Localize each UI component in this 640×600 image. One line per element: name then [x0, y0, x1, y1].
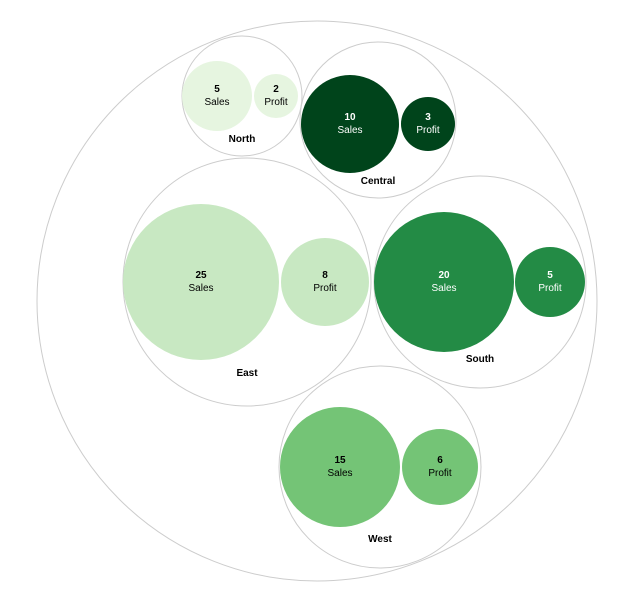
value-label-south-profit: 5	[547, 270, 553, 281]
value-label-central-sales: 10	[344, 112, 356, 123]
group-central: 10 Sales 3 Profit Central	[299, 41, 457, 199]
metric-label-south-profit: Profit	[538, 283, 562, 294]
metric-label-north-sales: Sales	[204, 97, 229, 108]
metric-label-east-profit: Profit	[313, 283, 337, 294]
groups-layer: 5Sales2ProfitNorth10Sales3ProfitCentral2…	[122, 35, 587, 569]
bubble-central-profit	[401, 97, 455, 151]
bubble-east-sales	[123, 204, 279, 360]
value-label-west-profit: 6	[437, 455, 443, 466]
group-outline-west	[278, 365, 482, 569]
group-label-central: Central	[361, 176, 396, 187]
bubble-south-profit	[515, 247, 585, 317]
group-outline-central	[299, 41, 457, 199]
metric-label-west-sales: Sales	[327, 468, 352, 479]
value-label-central-profit: 3	[425, 112, 431, 123]
group-south: 20 Sales 5 Profit South	[373, 175, 587, 389]
bubble-south-sales	[374, 212, 514, 352]
bubble-west-profit	[402, 429, 478, 505]
group-west: 15 Sales 6 Profit West	[278, 365, 482, 569]
bubble-central-sales	[301, 75, 399, 173]
group-label-west: West	[368, 534, 392, 545]
group-label-south: South	[466, 354, 494, 365]
group-label-east: East	[236, 368, 258, 379]
metric-label-east-sales: Sales	[188, 283, 213, 294]
value-label-south-sales: 20	[438, 270, 450, 281]
group-east: 25 Sales 8 Profit East	[122, 157, 372, 407]
metric-label-central-profit: Profit	[416, 125, 440, 136]
group-label-north: North	[229, 134, 256, 145]
value-label-west-sales: 15	[334, 455, 346, 466]
metric-label-north-profit: Profit	[264, 97, 288, 108]
bubble-north-sales	[182, 61, 252, 131]
metric-label-south-sales: Sales	[431, 283, 456, 294]
root-outline	[36, 20, 598, 582]
value-label-north-profit: 2	[273, 84, 279, 95]
bubble-west-sales	[280, 407, 400, 527]
bubble-north-profit	[254, 74, 298, 118]
bubble-east-profit	[281, 238, 369, 326]
value-label-north-sales: 5	[214, 84, 220, 95]
group-north: 5 Sales 2 Profit North	[181, 35, 303, 157]
metric-label-west-profit: Profit	[428, 468, 452, 479]
metric-label-central-sales: Sales	[337, 125, 362, 136]
value-label-east-sales: 25	[195, 270, 207, 281]
value-label-east-profit: 8	[322, 270, 328, 281]
